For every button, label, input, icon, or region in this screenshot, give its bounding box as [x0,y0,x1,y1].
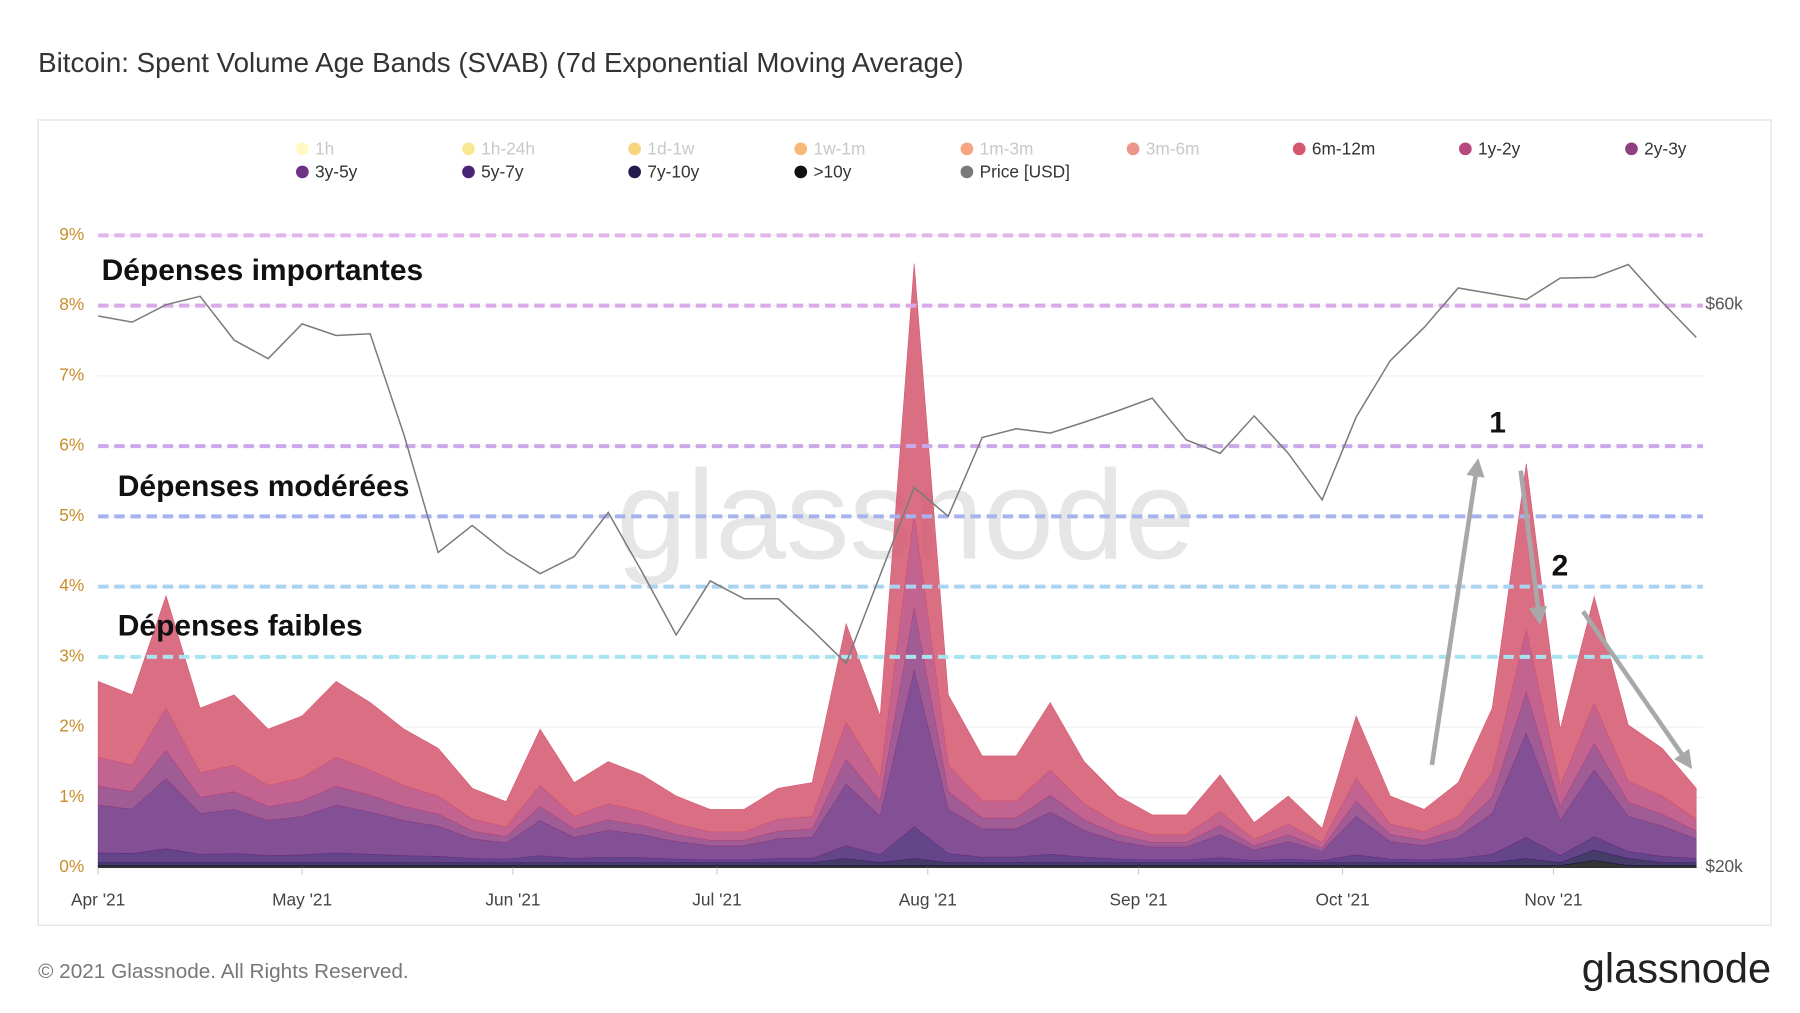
y-tick-label: 7% [59,364,84,384]
legend-swatch [1625,142,1638,156]
x-tick-label: Jun '21 [485,890,540,910]
reference-lines [98,233,1704,659]
arrow [1581,610,1693,770]
panel [37,119,1772,926]
legend-label: Price [USD] [980,162,1070,182]
y-tick-label: 1% [59,786,84,806]
area [97,263,1697,843]
legend-swatch [628,165,641,179]
legend-swatch [296,165,309,179]
legend-swatch [794,165,808,179]
legend-label: 6m-12m [1312,139,1375,159]
x-tick-label: Sep '21 [1110,890,1168,910]
axes: 0% 1% 2% 3% 4% 5% 6% 7% 8% 9% $20k $60k Apr '21 May '… [59,224,1743,910]
annotations: Dépenses importantes Dépenses modérées Dép… [102,254,1569,642]
chart-title: Bitcoin: Spent Volume Age Bands (SVAB) (… [38,47,964,78]
legend-label: 3m-6m [1146,139,1200,159]
legend-swatch [462,165,475,179]
y-tick-label: 2% [59,716,84,736]
y-tick-label: 5% [59,505,84,525]
annotation: Dépenses faibles [118,610,363,643]
legend-swatch [296,142,309,156]
legend-swatch [462,142,475,156]
legend-swatch [1458,142,1472,156]
y-tick-label: 3% [59,645,84,665]
legend-label: 5y-7y [481,162,524,182]
legend-label: 2y-3y [1644,139,1687,159]
annotation: 1 [1489,407,1506,440]
footer: © 2021 Glassnode. All Rights Reserved. [38,960,409,983]
annotation: Dépenses modérées [118,470,410,503]
x-tick-label: Aug '21 [899,890,957,910]
arrow [1429,458,1485,766]
legend-swatch [1126,142,1140,156]
logo: glassnode [1582,944,1771,991]
annotation: Dépenses importantes [102,254,424,287]
y2-tick-label: $60k [1705,293,1743,313]
x-tick-label: May '21 [272,890,332,910]
legend-label: 1m-3m [980,139,1034,159]
legend: 1h 1h-24h 1d-1w 1w-1m 1m-3m 3m-6m 6m-12m 1y-2y 2… [296,139,1687,182]
legend-label: 1y-2y [1478,139,1521,159]
areas [97,263,1697,868]
arrow [1518,470,1548,626]
legend-swatch [628,142,641,156]
legend-swatch [960,165,974,179]
legend-swatch [794,142,808,156]
price [98,263,1697,665]
legend-label: 1h [315,139,334,159]
y2-tick-label: $20k [1705,856,1743,876]
legend-swatch [1292,142,1306,156]
y-tick-label: 4% [59,575,84,595]
annotation: 2 [1552,550,1569,583]
legend-swatch [960,142,974,156]
x-tick-label: Apr '21 [71,890,125,910]
price-line [98,263,1697,665]
y-tick-label: 9% [59,224,84,244]
x-tick-label: Oct '21 [1315,890,1369,910]
legend-label: 1h-24h [481,139,535,159]
y-tick-label: 8% [59,294,84,314]
legend-label: 7y-10y [647,162,699,182]
x-tick-label: Jul '21 [692,890,741,910]
y-tick-label: 0% [59,856,84,876]
legend-label: 3y-5y [315,162,358,182]
y-tick-label: 6% [59,435,84,455]
legend-label: 1w-1m [813,139,865,159]
legend-label: >10y [813,162,851,182]
x-tick-label: Nov '21 [1524,890,1582,910]
legend-label: 1d-1w [647,139,695,159]
